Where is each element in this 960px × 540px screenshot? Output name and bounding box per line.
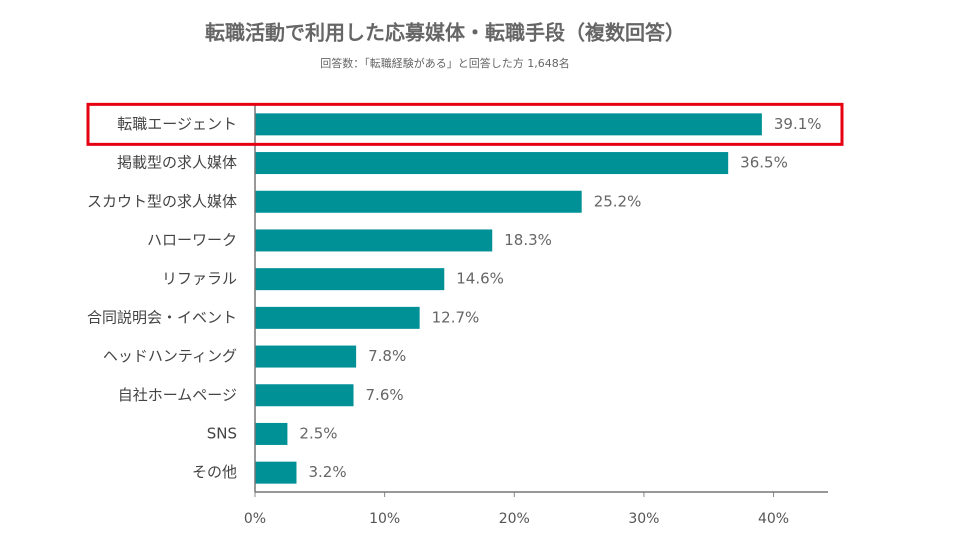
bar (255, 345, 357, 368)
x-tick-label: 20% (499, 511, 530, 527)
value-label: 7.8% (368, 347, 406, 365)
bar (255, 461, 297, 484)
y-tick-label: 掲載型の求人媒体 (117, 154, 237, 172)
bar (255, 152, 729, 175)
bar (255, 306, 420, 329)
value-label: 39.1% (774, 115, 822, 133)
y-tick-label: ハローワーク (147, 231, 237, 249)
value-label: 25.2% (594, 192, 642, 210)
y-tick-label: SNS (207, 424, 237, 442)
x-tick-label: 0% (244, 511, 266, 527)
chart-title: 転職活動で利用した応募媒体・転職手段（複数回答） (205, 21, 685, 45)
x-tick-label: 10% (369, 511, 400, 527)
value-label: 7.6% (366, 386, 404, 404)
bar (255, 268, 445, 291)
value-label: 2.5% (299, 424, 337, 442)
value-label: 12.7% (432, 308, 480, 326)
y-tick-label: 自社ホームページ (118, 386, 237, 404)
y-tick-label: ヘッドハンティング (103, 347, 237, 365)
value-label: 18.3% (504, 231, 552, 249)
x-tick-label: 30% (628, 511, 659, 527)
x-tick-label: 40% (758, 511, 789, 527)
bar (255, 113, 762, 136)
bar (255, 229, 493, 252)
bar (255, 384, 354, 407)
bar (255, 190, 582, 213)
y-tick-label: その他 (192, 463, 237, 481)
highlight-box (86, 102, 844, 146)
y-tick-label: スカウト型の求人媒体 (87, 192, 237, 210)
y-tick-label: 転職エージェント (117, 115, 237, 133)
bar (255, 422, 288, 445)
y-tick-label: リファラル (162, 270, 237, 288)
chart-subtitle: 回答数：「転職経験がある」と回答した方 1,648名 (320, 56, 570, 70)
value-label: 3.2% (308, 463, 346, 481)
value-label: 14.6% (456, 270, 504, 288)
y-tick-label: 合同説明会・イベント (87, 308, 237, 326)
value-label: 36.5% (740, 154, 788, 172)
